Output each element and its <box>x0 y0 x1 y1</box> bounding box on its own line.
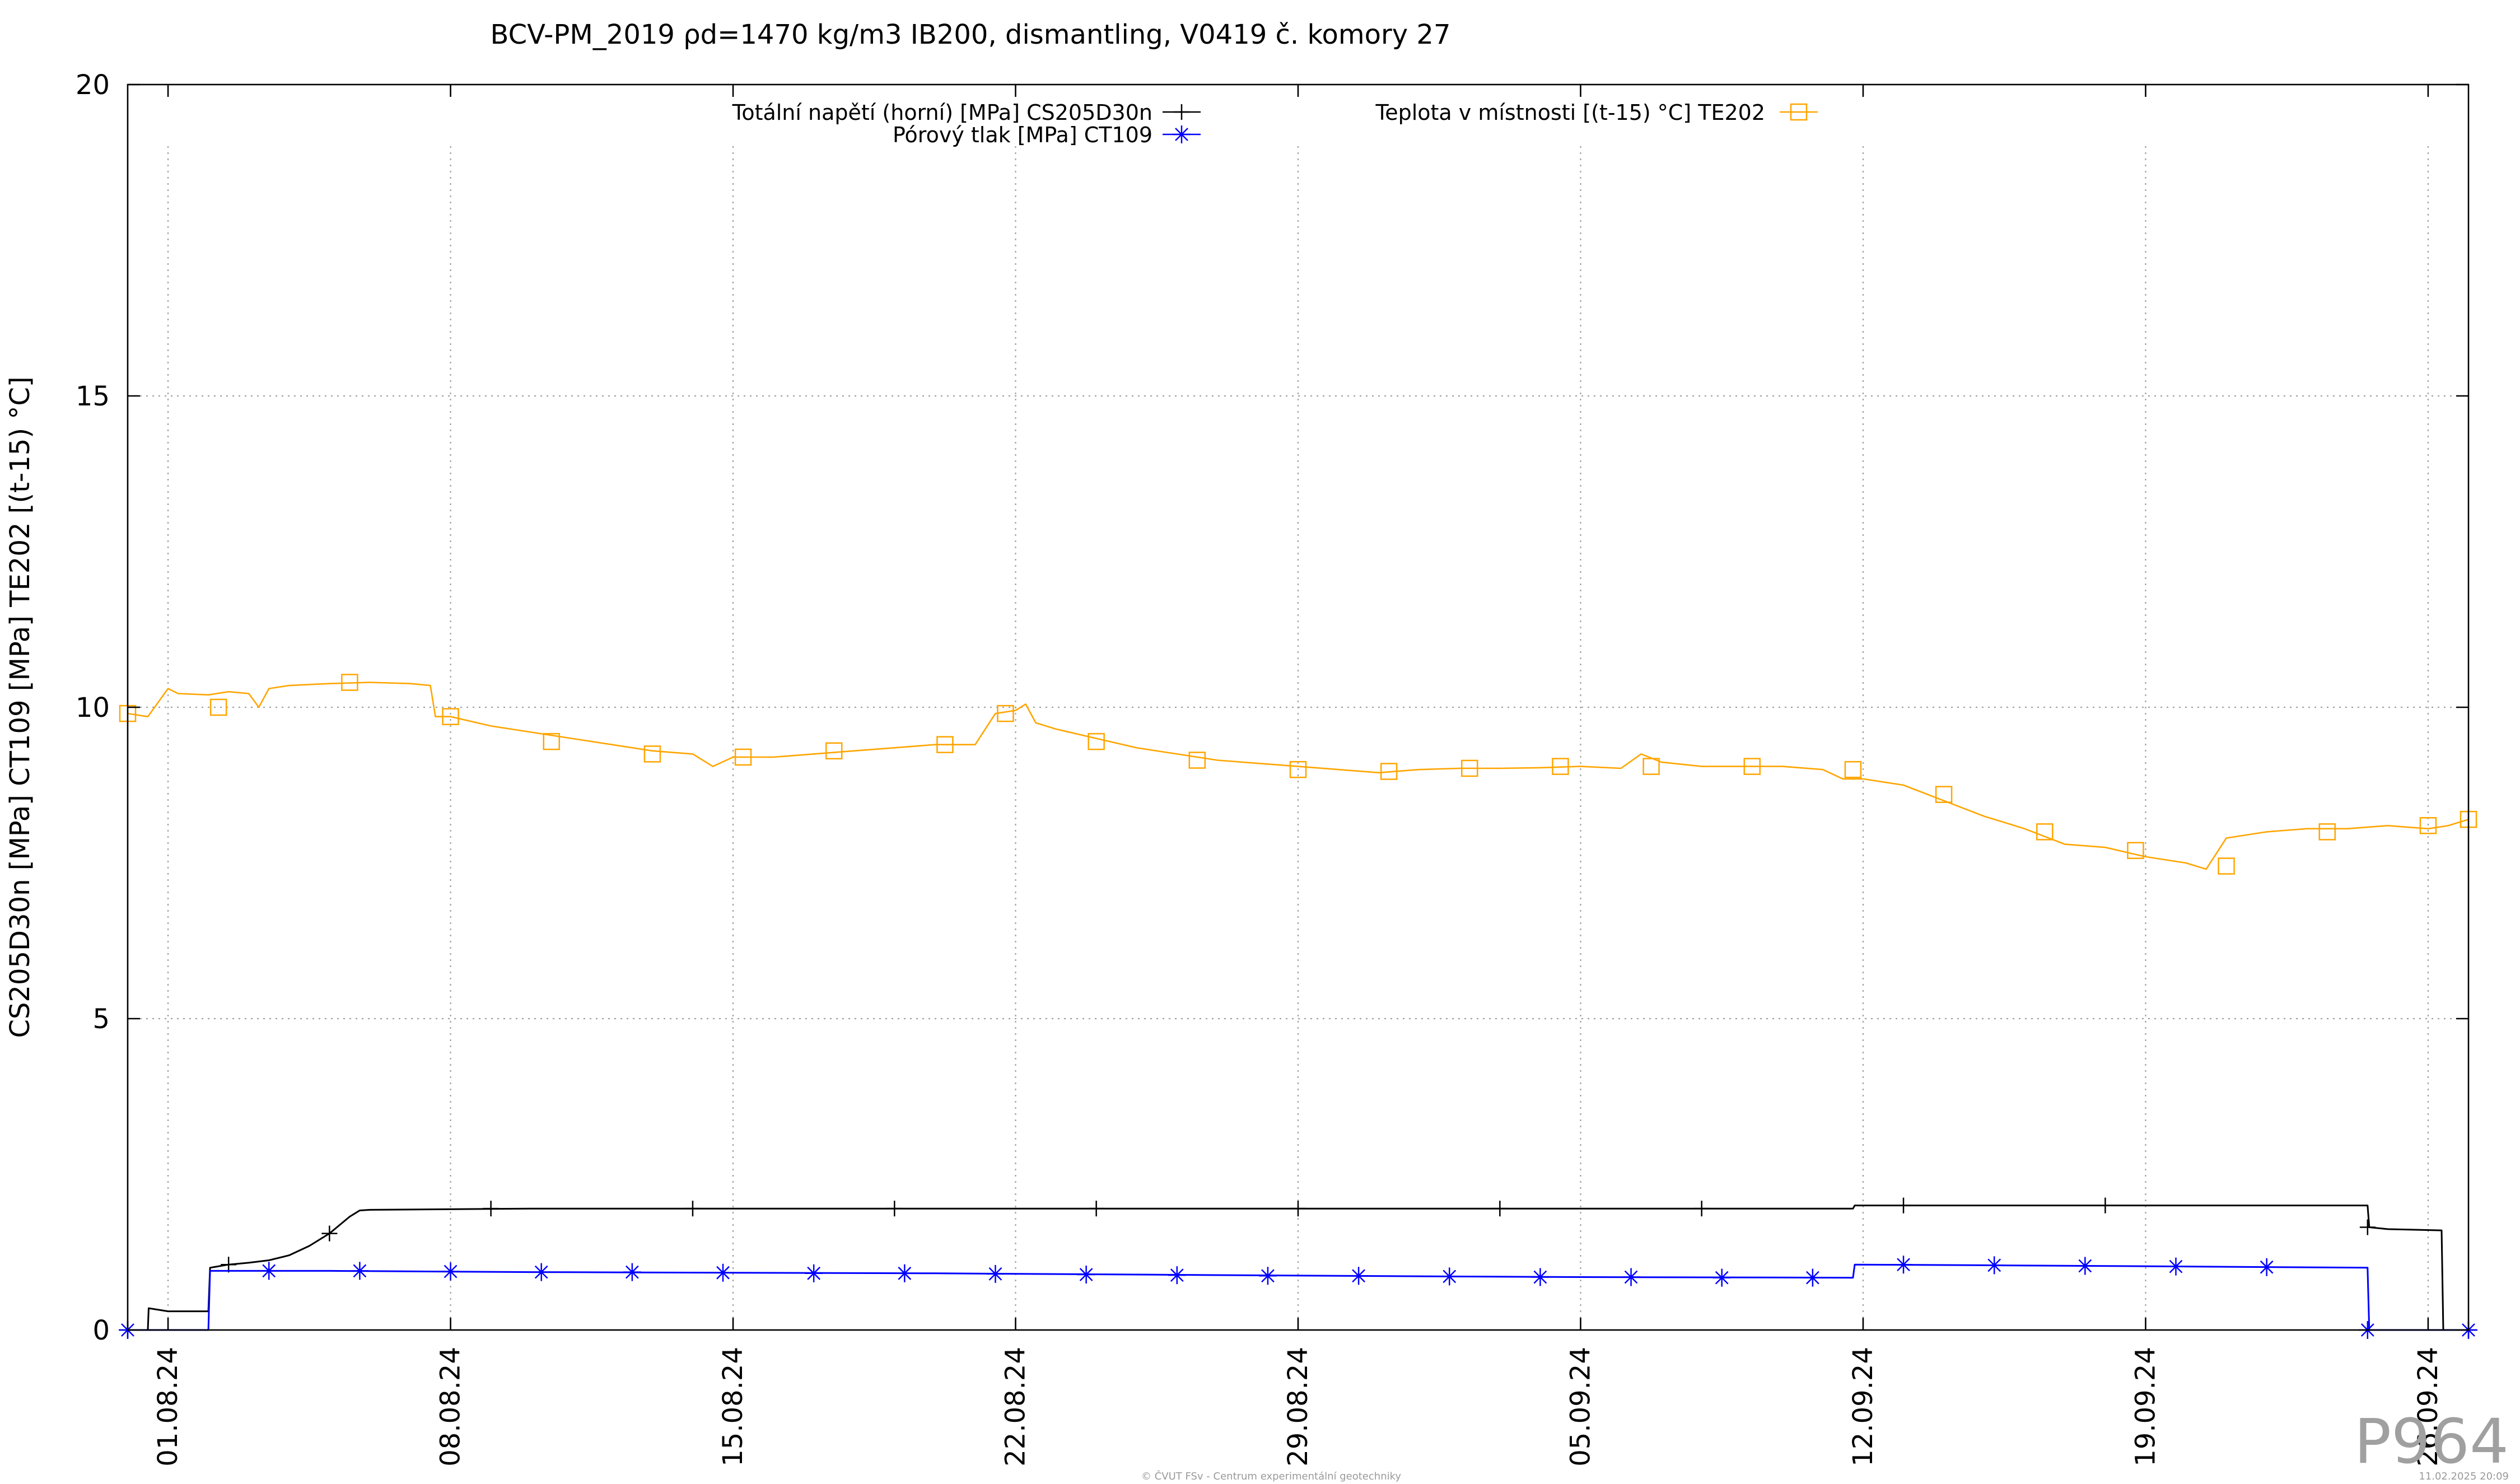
data-point <box>483 1201 499 1217</box>
data-point <box>1985 1256 2004 1275</box>
y-axis-label: CS205D30n [MPa] CT109 [MPa] TE202 [(t-15… <box>4 376 36 1038</box>
footer-credit: © ČVUT FSv - Centrum experimentální geot… <box>1141 1470 1401 1482</box>
data-point <box>1531 1268 1550 1286</box>
data-point <box>1492 1201 1508 1217</box>
y-tick-label: 5 <box>92 1004 110 1035</box>
data-point <box>895 1264 914 1282</box>
data-point <box>1188 752 1206 769</box>
data-point <box>442 708 459 725</box>
data-point <box>2257 1258 2276 1276</box>
data-point <box>936 736 954 753</box>
data-point <box>986 1264 1005 1283</box>
data-point <box>734 748 752 766</box>
data-point <box>1790 103 1808 121</box>
series-group <box>119 674 2477 1339</box>
data-point <box>441 1262 460 1281</box>
grid <box>128 146 2468 1330</box>
x-tick-label: 29.08.24 <box>1282 1347 1314 1467</box>
data-point <box>1935 786 1953 803</box>
x-tick-label: 12.09.24 <box>1847 1347 1879 1467</box>
y-tick-label: 15 <box>76 381 110 412</box>
x-axis: 01.08.24 08.08.24 15.08.24 22.08.24 29.08.24… <box>152 85 2444 1467</box>
data-point <box>1174 104 1189 120</box>
data-point <box>1693 1201 1710 1217</box>
legend-item: Totální napětí (horní) [MPa] CS205D30n <box>732 100 1201 125</box>
data-point <box>351 1262 369 1280</box>
series-2 <box>119 1256 2477 1339</box>
data-point <box>341 674 358 691</box>
data-point <box>2419 817 2437 834</box>
x-tick-label: 26.09.24 <box>2412 1347 2444 1467</box>
data-point <box>1440 1267 1459 1286</box>
footer-timestamp: 11.02.2025 20:09 <box>2419 1471 2509 1482</box>
data-point <box>825 742 843 760</box>
data-point <box>1290 1201 1306 1217</box>
data-point <box>1258 1267 1277 1285</box>
data-point <box>643 745 661 763</box>
data-point <box>1622 1268 1640 1286</box>
y-axis: 0 5 10 15 20 <box>76 69 2468 1346</box>
data-point <box>886 1201 903 1217</box>
data-point <box>805 1264 823 1282</box>
data-point <box>2076 1257 2094 1275</box>
data-point <box>1743 758 1761 775</box>
data-point <box>623 1263 641 1281</box>
data-point <box>1168 1266 1186 1285</box>
data-point <box>321 1225 338 1242</box>
legend-label: Totální napětí (horní) [MPa] CS205D30n <box>732 100 1152 125</box>
data-point <box>997 704 1014 722</box>
data-point <box>714 1263 732 1282</box>
data-point <box>1289 760 1307 778</box>
data-point <box>1173 125 1191 143</box>
data-point <box>684 1201 701 1217</box>
y-tick-label: 20 <box>76 69 110 101</box>
data-point <box>2218 857 2235 875</box>
data-point <box>1642 758 1660 775</box>
data-point <box>543 732 560 750</box>
x-tick-label: 08.08.24 <box>435 1347 466 1467</box>
data-point <box>209 698 227 716</box>
legend-label: Teplota v místnosti [(t-15) °C] TE202 <box>1375 100 1765 125</box>
legend-item: Pórový tlak [MPa] CT109 <box>893 123 1201 147</box>
data-point <box>2097 1197 2113 1214</box>
chart-title: BCV-PM_2019 ρd=1470 kg/m3 IB200, dismant… <box>490 19 1450 50</box>
data-point <box>2318 823 2336 841</box>
data-point <box>1844 760 1862 778</box>
data-point <box>1894 1256 1913 1274</box>
data-point <box>2036 823 2054 841</box>
watermark: P964 <box>2354 1406 2509 1477</box>
data-point <box>1350 1267 1368 1285</box>
series-3 <box>119 674 2477 875</box>
data-point <box>1552 758 1569 775</box>
x-tick-label: 05.09.24 <box>1565 1347 1596 1467</box>
legend-label: Pórový tlak [MPa] CT109 <box>893 123 1152 147</box>
series-line <box>128 1263 2468 1331</box>
x-tick-label: 22.08.24 <box>1000 1347 1032 1467</box>
data-point <box>1088 732 1105 750</box>
x-tick-label: 15.08.24 <box>717 1347 749 1467</box>
data-point <box>532 1263 550 1281</box>
y-tick-label: 0 <box>92 1315 110 1346</box>
data-point <box>1461 759 1478 777</box>
series-line <box>127 682 2469 870</box>
x-tick-label: 01.08.24 <box>152 1347 184 1467</box>
legend-item: Teplota v místnosti [(t-15) °C] TE202 <box>1375 100 1818 125</box>
data-point <box>221 1257 237 1273</box>
data-point <box>1712 1268 1731 1287</box>
data-point <box>2167 1257 2185 1276</box>
legend: Totální napětí (horní) [MPa] CS205D30nPó… <box>732 100 1818 147</box>
data-point <box>260 1262 278 1280</box>
data-point <box>1896 1197 1912 1214</box>
data-point <box>1380 763 1398 780</box>
y-tick-label: 10 <box>76 692 110 724</box>
x-tick-label: 19.09.24 <box>2130 1347 2161 1467</box>
data-point <box>1088 1201 1104 1217</box>
data-point <box>2359 1219 2376 1235</box>
data-point <box>1803 1268 1822 1287</box>
data-point <box>1077 1266 1095 1284</box>
data-point <box>2127 842 2144 860</box>
